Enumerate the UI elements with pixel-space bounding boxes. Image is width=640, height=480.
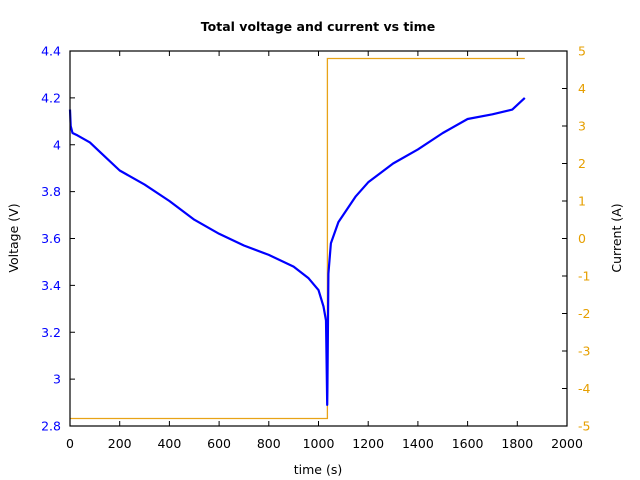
y-tick-label: 3.2 xyxy=(41,325,61,340)
right-y-axis: -5 -4 -3 -2 -1 0 1 2 3 4 5 xyxy=(562,44,591,434)
y2-tick-label: -4 xyxy=(578,381,591,396)
x-tick-label: 200 xyxy=(108,436,132,451)
current-series-line xyxy=(70,57,525,420)
x-tick-label: 2000 xyxy=(551,436,583,451)
x-tick-label: 600 xyxy=(207,436,231,451)
y2-tick-label: -3 xyxy=(578,344,590,359)
y2-tick-label: 3 xyxy=(578,119,586,134)
y-tick-label: 3 xyxy=(53,372,61,387)
x-tick-label: 400 xyxy=(157,436,181,451)
y2-tick-label: 2 xyxy=(578,156,586,171)
y2-tick-label: 4 xyxy=(578,81,586,96)
y2-tick-label: -5 xyxy=(578,419,590,434)
y2-tick-label: -1 xyxy=(578,269,590,284)
y-tick-label: 4.2 xyxy=(41,90,61,105)
x-axis-label: time (s) xyxy=(294,462,342,477)
x-tick-label: 1600 xyxy=(452,436,484,451)
x-tick-label: 1200 xyxy=(352,436,384,451)
y-tick-label: 4 xyxy=(53,137,61,152)
x-tick-label: 800 xyxy=(257,436,281,451)
y2-tick-label: -2 xyxy=(578,306,590,321)
left-y-axis: 2.8 3 3.2 3.4 3.6 3.8 4 4.2 4.4 xyxy=(41,44,75,434)
x-tick-label: 1400 xyxy=(402,436,434,451)
y-tick-label: 2.8 xyxy=(41,419,61,434)
plot-frame xyxy=(69,50,568,427)
x-tick-label: 0 xyxy=(66,436,74,451)
y2-tick-label: 0 xyxy=(578,231,586,246)
y-tick-label: 4.4 xyxy=(41,44,61,59)
x-axis: 0 200 400 600 800 1000 1200 1400 1600 1800 2000 xyxy=(66,51,583,451)
plot-lines xyxy=(68,57,526,420)
chart-title: Total voltage and current vs time xyxy=(201,19,435,34)
y-tick-label: 3.8 xyxy=(41,184,61,199)
y-tick-label: 3.4 xyxy=(41,278,61,293)
voltage-series-line xyxy=(68,97,526,406)
y2-tick-label: 5 xyxy=(578,44,586,59)
right-y-axis-label: Current (A) xyxy=(609,203,624,272)
left-y-axis-label: Voltage (V) xyxy=(6,203,21,272)
y-tick-label: 3.6 xyxy=(41,231,61,246)
x-tick-label: 1800 xyxy=(501,436,533,451)
y2-tick-label: 1 xyxy=(578,194,586,209)
x-tick-label: 1000 xyxy=(303,436,335,451)
